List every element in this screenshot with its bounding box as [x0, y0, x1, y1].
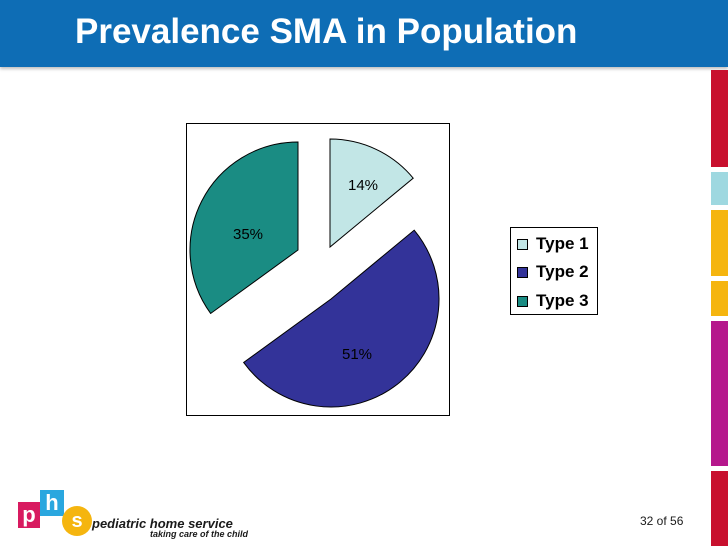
- page-number: 32 of 56: [640, 514, 684, 528]
- legend-swatch: [517, 239, 528, 250]
- pie-slice-type-2: [242, 229, 440, 408]
- pie-label-type-3: 35%: [233, 226, 264, 243]
- legend-label: Type 3: [536, 291, 589, 310]
- side-strip: [711, 172, 728, 205]
- legend-swatch: [517, 267, 528, 278]
- logo-letter-s: s: [62, 506, 92, 536]
- legend-label: Type 1: [536, 234, 589, 253]
- side-strip: [711, 471, 728, 546]
- side-strip: [711, 210, 728, 276]
- side-strip: [711, 321, 728, 466]
- pie-label-type-2: 51%: [342, 346, 373, 363]
- pie-label-type-1: 14%: [348, 177, 379, 194]
- legend-swatch: [517, 296, 528, 307]
- side-strip: [711, 70, 728, 167]
- pie-chart-area: 14% 51% 35%: [186, 123, 450, 416]
- slide-title: Prevalence SMA in Population: [75, 12, 578, 51]
- pie-slice-type-3: [189, 141, 299, 315]
- phs-logo: p h s pediatric home service taking care…: [18, 488, 268, 540]
- legend-label: Type 2: [536, 262, 589, 281]
- side-strip: [711, 281, 728, 316]
- logo-letter-h: h: [40, 490, 64, 516]
- company-name: pediatric home service: [92, 516, 233, 531]
- company-tagline: taking care of the child: [150, 529, 249, 539]
- chart-legend: Type 1 Type 2 Type 3: [510, 227, 598, 315]
- pie-chart: [189, 138, 440, 408]
- pie-slice-type-1: [329, 138, 414, 249]
- title-bar: Prevalence SMA in Population: [0, 0, 728, 67]
- side-color-strips: [711, 70, 728, 546]
- logo-letter-p: p: [18, 502, 40, 528]
